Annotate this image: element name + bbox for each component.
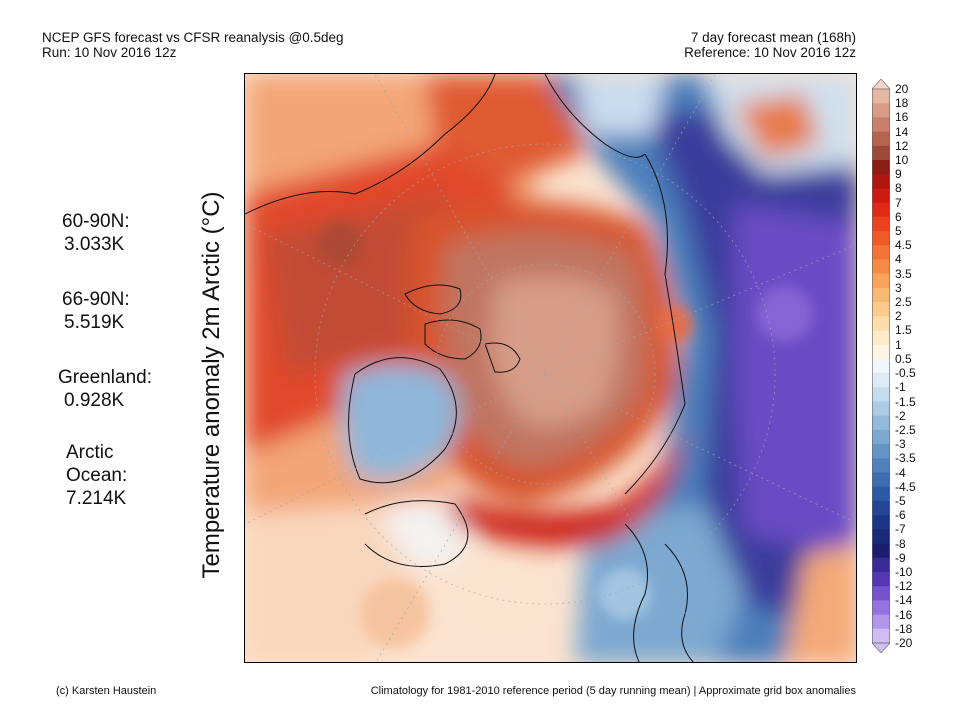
color-scale-label: 9 [895, 167, 902, 182]
color-scale-band [872, 145, 890, 161]
color-scale-band [872, 330, 890, 346]
color-scale [872, 79, 890, 653]
color-scale-label: -1.5 [895, 394, 916, 409]
color-scale-band [872, 387, 890, 403]
color-scale-label: -10 [895, 564, 913, 579]
color-scale-label: -0.5 [895, 366, 916, 381]
color-scale-band [872, 259, 890, 275]
color-scale-label: -14 [895, 593, 913, 608]
copyright: (c) Karsten Haustein [56, 685, 157, 697]
color-scale-label: 0.5 [895, 351, 912, 366]
stat-greenland: Greenland: 0.928K [58, 367, 153, 411]
color-scale-band [872, 529, 890, 545]
color-scale-label: 1.5 [895, 323, 912, 338]
coastlines [245, 74, 694, 662]
color-scale-label: 18 [895, 96, 909, 111]
color-scale-label: -8 [895, 536, 906, 551]
color-scale-band [872, 614, 890, 630]
color-scale-label: 4 [895, 252, 902, 267]
color-scale-label: 5 [895, 224, 902, 239]
color-scale-band [872, 216, 890, 232]
color-scale-label: 4.5 [895, 238, 912, 253]
color-scale-label: 2.5 [895, 295, 912, 310]
color-scale-band [872, 543, 890, 559]
color-scale-label: -6 [895, 508, 906, 523]
color-scale-label: 3 [895, 280, 902, 295]
color-scale-label: -18 [895, 621, 913, 636]
color-scale-label: -9 [895, 550, 906, 565]
color-scale-label: -2.5 [895, 422, 916, 437]
color-scale-band [872, 302, 890, 317]
color-scale-band [872, 515, 890, 530]
color-scale-bottom-arrow [872, 642, 890, 653]
color-scale-label: 7 [895, 195, 902, 210]
anomaly-map [244, 73, 857, 663]
color-scale-band [872, 273, 890, 289]
color-scale-band [872, 358, 890, 374]
temperature-field [245, 74, 856, 662]
color-scale-band [872, 628, 890, 644]
color-scale-band [872, 344, 890, 360]
header-right: 7 day forecast mean (168h) Reference: 10… [684, 30, 856, 60]
color-scale-label: 1 [895, 337, 902, 352]
color-scale-label: 10 [895, 153, 909, 168]
color-scale-label: -4 [895, 465, 906, 480]
color-scale-band [872, 486, 890, 502]
color-scale-band [872, 401, 890, 417]
color-scale-label: 16 [895, 110, 909, 125]
color-scale-band [872, 500, 890, 516]
color-scale-label: -2 [895, 408, 906, 423]
color-scale-label: -3.5 [895, 451, 916, 466]
color-scale-band [872, 415, 890, 431]
color-scale-label: -7 [895, 522, 906, 537]
color-scale-label: 12 [895, 138, 909, 153]
reference-time: Reference: 10 Nov 2016 12z [684, 45, 856, 60]
color-scale-band [872, 160, 890, 175]
color-scale-band [872, 231, 890, 246]
color-scale-band [872, 600, 890, 616]
color-scale-label: 20 [895, 82, 909, 96]
color-scale-band [872, 429, 890, 445]
color-scale-band [872, 89, 890, 104]
forecast-period: 7 day forecast mean (168h) [690, 30, 856, 45]
header-left: NCEP GFS forecast vs CFSR reanalysis @0.… [42, 30, 344, 60]
color-scale-band [872, 287, 890, 303]
stat-66-90n: 66-90N: 5.519K [62, 289, 130, 333]
color-scale-label: -5 [895, 493, 906, 508]
graticule [245, 74, 856, 662]
color-scale-band [872, 557, 890, 573]
color-scale-band [872, 245, 890, 260]
color-scale-label: -12 [895, 579, 913, 594]
color-scale-label: -3 [895, 437, 906, 452]
color-scale-label: -4.5 [895, 479, 916, 494]
color-scale-band [872, 174, 890, 189]
vertical-axis-label: Temperature anomaly 2m Arctic (°C) [198, 191, 225, 579]
color-scale-band [872, 571, 890, 587]
map-title: NCEP GFS forecast vs CFSR reanalysis @0.… [42, 30, 344, 45]
color-scale-band [872, 444, 890, 459]
color-scale-label: 14 [895, 124, 909, 139]
color-scale-band [872, 472, 890, 488]
color-scale-band [872, 117, 890, 133]
color-scale-label: 6 [895, 209, 902, 224]
color-scale-label: -20 [895, 636, 913, 650]
stat-arctic-ocean: Arctic Ocean: 7.214K [66, 442, 128, 509]
color-scale-band [872, 202, 890, 218]
color-scale-label: 2 [895, 309, 902, 324]
color-scale-top-arrow [872, 79, 890, 90]
color-scale-label: 8 [895, 181, 902, 196]
climatology-note: Climatology for 1981-2010 reference peri… [370, 685, 856, 697]
color-scale-band [872, 373, 890, 388]
color-scale-label: 3.5 [895, 266, 912, 281]
color-scale-label: -16 [895, 607, 913, 622]
color-scale-band [872, 316, 890, 331]
run-time: Run: 10 Nov 2016 12z [42, 45, 177, 60]
color-scale-band [872, 131, 890, 147]
color-scale-band [872, 586, 890, 601]
stat-60-90n: 60-90N: 3.033K [62, 211, 130, 255]
color-scale-band [872, 458, 890, 474]
color-scale-label: -1 [895, 380, 906, 395]
color-scale-band [872, 188, 890, 204]
color-scale-band [872, 103, 890, 118]
